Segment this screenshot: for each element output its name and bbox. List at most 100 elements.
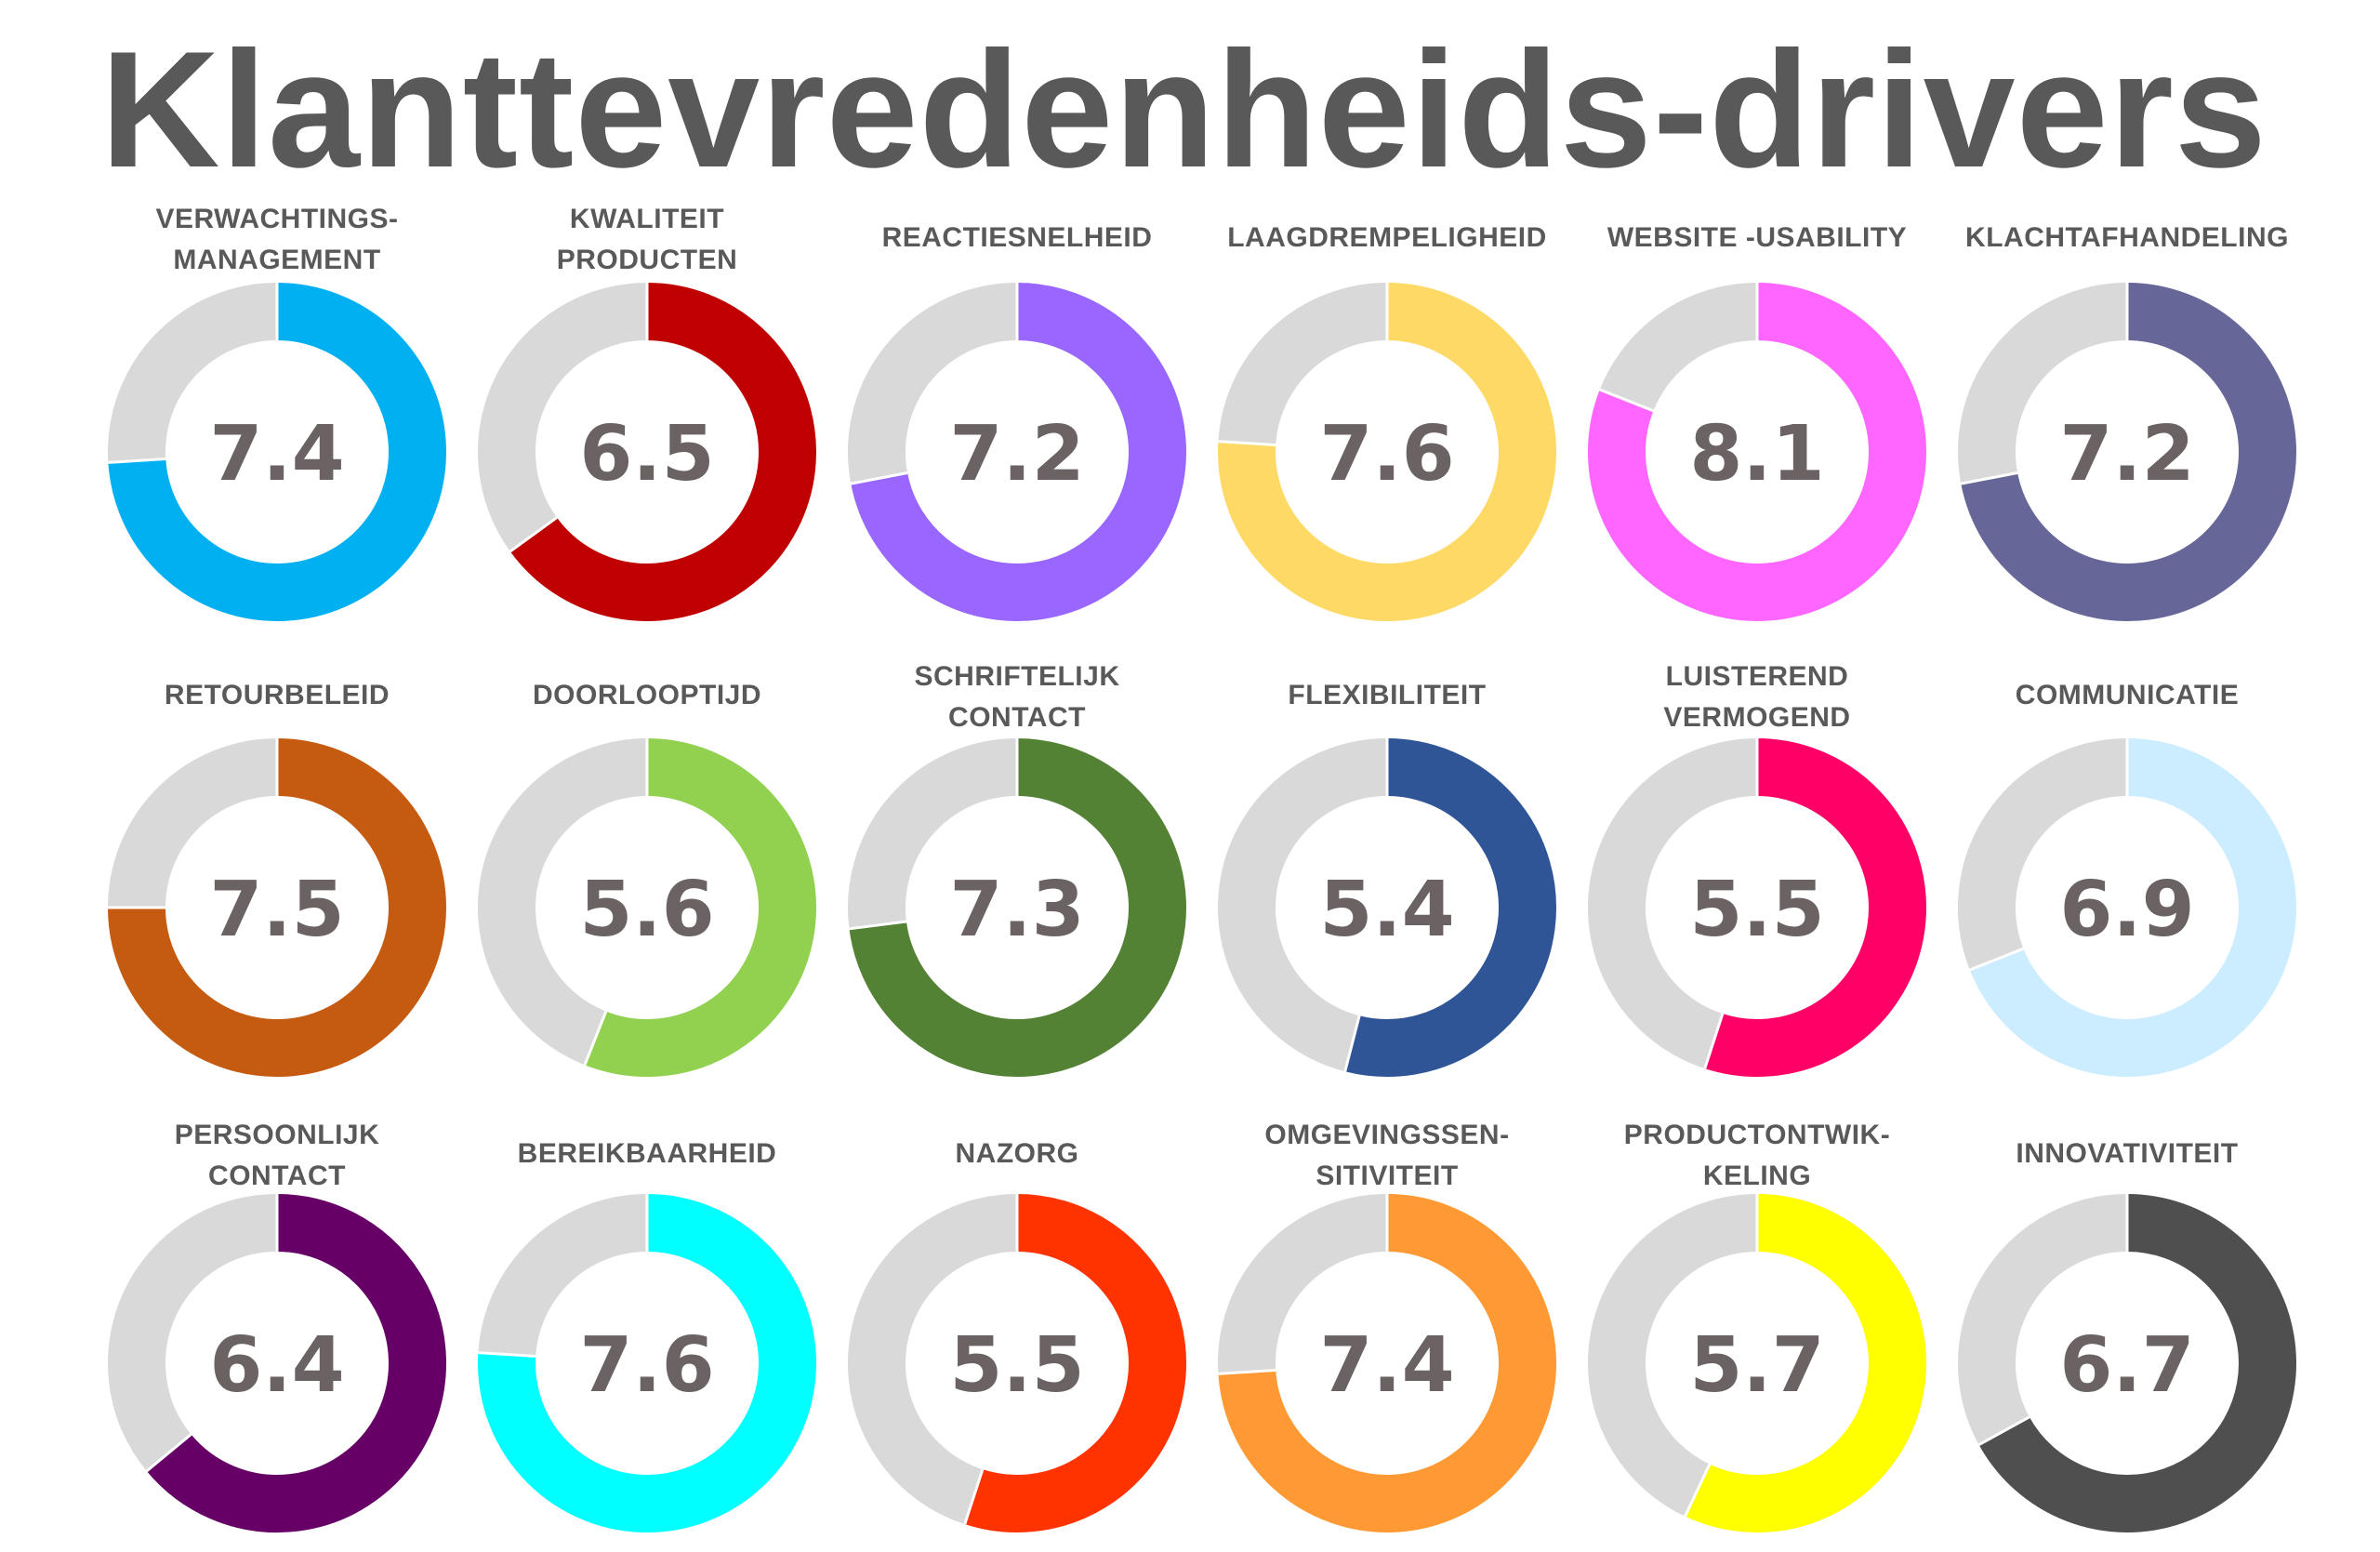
driver-label: BEREIKBAARHEID: [470, 1134, 824, 1174]
donut-value-arc: [1978, 1194, 2296, 1532]
donut-chart: 7.5: [108, 738, 446, 1077]
driver-label-line: KWALITEIT: [569, 204, 725, 234]
donut-segment-separator: [1969, 947, 2024, 972]
driver-label: OMGEVINGSSEN- SITIVITEIT: [1210, 1115, 1564, 1197]
donut-segment-separator: [509, 516, 558, 553]
driver-score: 5.7: [1689, 1321, 1824, 1410]
driver-score: 6.5: [579, 410, 714, 498]
driver-score: 5.4: [1319, 866, 1454, 954]
driver-label-line: VERMOGEND: [1663, 702, 1851, 733]
donut-chart: 7.6: [1218, 283, 1556, 621]
donut-remainder-arc: [108, 1194, 278, 1471]
donut-segment-separator: [963, 1468, 985, 1525]
driver-label: LAAGDREMPELIGHEID: [1210, 218, 1564, 259]
donut-value-arc: [108, 283, 446, 621]
donut-remainder-arc: [1599, 283, 1758, 412]
driver-label: COMMUNICATIE: [1950, 675, 2304, 716]
donut-value-arc: [1218, 1194, 1556, 1532]
driver-score: 7.6: [579, 1321, 714, 1410]
driver-label: INNOVATIVITEIT: [1950, 1134, 2304, 1174]
driver-label-line: CONTACT: [208, 1161, 346, 1191]
donut-segment-separator: [108, 458, 166, 464]
driver-label: NAZORG: [840, 1134, 1194, 1174]
donut-remainder-arc: [1588, 1194, 1758, 1517]
driver-label: KWALITEIT PRODUCTEN: [470, 199, 824, 281]
donut-chart: 7.2: [1958, 283, 2296, 621]
donut-segment-separator: [850, 471, 908, 485]
driver-label-line: REACTIESNELHEID: [881, 222, 1153, 253]
driver-label-line: CONTACT: [948, 702, 1086, 733]
donut-remainder-arc: [1218, 283, 1388, 446]
donut-segment-separator: [1960, 471, 2018, 485]
driver-label: VERWACHTINGS- MANAGEMENT: [100, 199, 454, 281]
driver-label-line: WEBSITE -USABILITY: [1606, 222, 1908, 253]
driver-label-line: SCHRIFTELIJK: [914, 661, 1120, 692]
driver-label: LUISTEREND VERMOGEND: [1580, 657, 1934, 738]
driver-score: 7.4: [1319, 1321, 1454, 1410]
driver-label-line: LUISTEREND: [1665, 661, 1849, 692]
donut-segment-separator: [583, 1011, 608, 1066]
driver-label-line: PERSOONLIJK: [174, 1120, 380, 1150]
donut-segment-separator: [478, 1351, 536, 1358]
driver-score: 5.5: [949, 1321, 1084, 1410]
driver-label-line: BEREIKBAARHEID: [517, 1138, 777, 1169]
donut-remainder-arc: [478, 283, 648, 551]
driver-label: PRODUCTONTWIK- KELING: [1580, 1115, 1934, 1197]
donut-remainder-arc: [1958, 738, 2128, 970]
donut-chart: 5.7: [1588, 1194, 1926, 1532]
donut-value-arc: [146, 1194, 446, 1532]
page-title: Klanttevredenheids-drivers: [100, 17, 2268, 202]
donut-chart: 6.7: [1958, 1194, 2296, 1532]
donut-value-arc: [108, 738, 446, 1077]
donut-remainder-arc: [848, 1194, 1018, 1525]
donut-chart: 7.4: [108, 283, 446, 621]
driver-score: 7.5: [209, 866, 344, 954]
donut-segment-separator: [145, 1433, 192, 1473]
driver-label-line: INNOVATIVITEIT: [2016, 1138, 2239, 1169]
driver-score: 7.2: [2059, 410, 2194, 498]
donut-value-arc: [1961, 283, 2296, 621]
donut-remainder-arc: [478, 738, 648, 1066]
driver-label: PERSOONLIJK CONTACT: [100, 1115, 454, 1197]
driver-label-line: PRODUCTEN: [556, 245, 738, 275]
donut-remainder-arc: [1958, 1194, 2128, 1445]
donut-value-arc: [585, 738, 816, 1077]
donut-chart: 8.1: [1588, 283, 1926, 621]
donut-segment-separator: [1599, 388, 1654, 413]
donut-chart: 5.5: [1588, 738, 1926, 1077]
donut-segment-separator: [1703, 1013, 1725, 1069]
driver-label: FLEXIBILITEIT: [1210, 675, 1564, 716]
donut-remainder-arc: [1218, 1194, 1388, 1374]
driver-label-line: KLACHTAFHANDELING: [1965, 222, 2289, 253]
donut-value-arc: [509, 283, 816, 621]
driver-label: KLACHTAFHANDELING: [1950, 218, 2304, 259]
driver-score: 7.2: [949, 410, 1084, 498]
driver-score: 8.1: [1689, 410, 1824, 498]
driver-label: DOORLOOPTIJD: [470, 675, 824, 716]
donut-remainder-arc: [1218, 738, 1388, 1072]
driver-label-line: OMGEVINGSSEN-: [1264, 1120, 1510, 1150]
donut-remainder-arc: [108, 738, 278, 909]
driver-score: 6.4: [209, 1321, 344, 1410]
donut-segment-separator: [1218, 440, 1276, 446]
donut-remainder-arc: [848, 283, 1018, 484]
donut-value-arc: [1685, 1194, 1926, 1532]
donut-segment-separator: [1977, 1415, 2030, 1446]
driver-score: 7.6: [1319, 410, 1454, 498]
driver-label: SCHRIFTELIJK CONTACT: [840, 657, 1194, 738]
driver-score: 5.6: [579, 866, 714, 954]
driver-score: 6.9: [2059, 866, 2194, 954]
driver-label-line: RETOURBELEID: [164, 680, 390, 710]
driver-label-line: SITIVITEIT: [1316, 1161, 1459, 1191]
driver-label-line: KELING: [1702, 1161, 1812, 1191]
donut-chart: 7.6: [478, 1194, 816, 1532]
driver-score: 6.7: [2059, 1321, 2194, 1410]
donut-remainder-arc: [1958, 283, 2128, 484]
donut-chart: 6.5: [478, 283, 816, 621]
donut-segment-separator: [1343, 1015, 1361, 1072]
donut-chart: 5.6: [478, 738, 816, 1077]
donut-chart: 7.2: [848, 283, 1186, 621]
donut-value-arc: [1969, 738, 2296, 1077]
driver-score: 7.4: [209, 410, 344, 498]
